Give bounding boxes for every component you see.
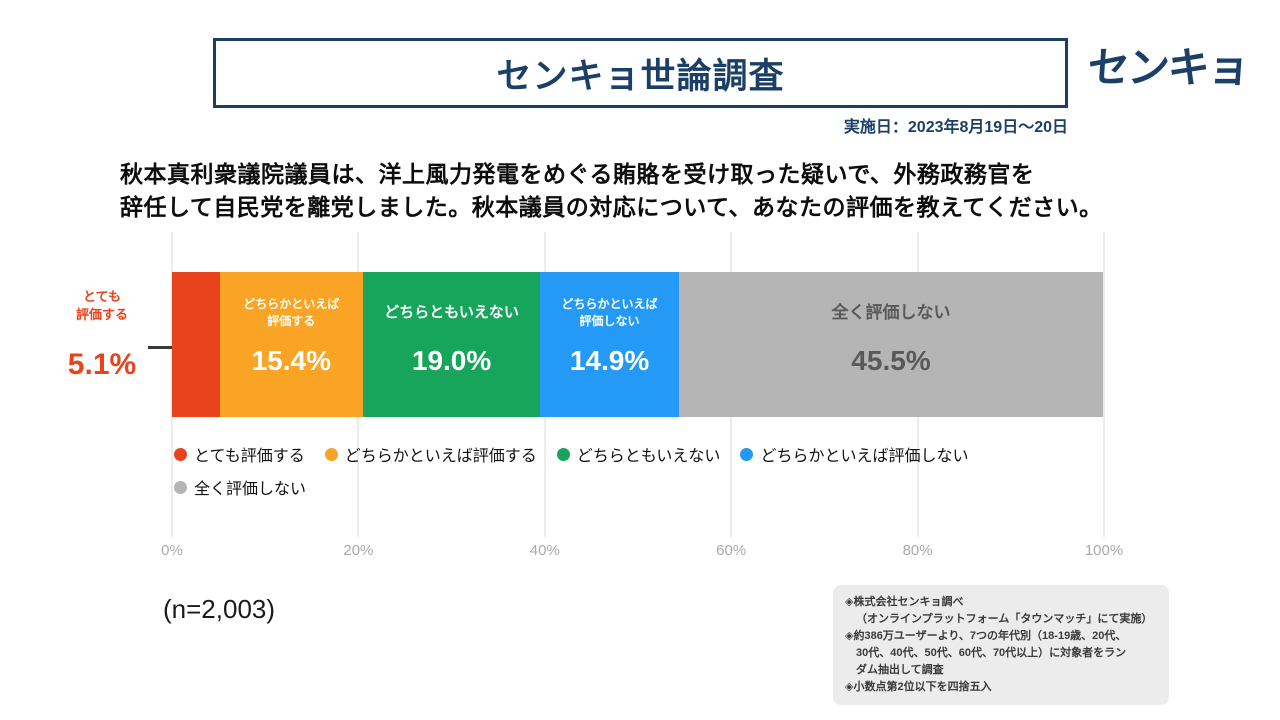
outside-label-name: とても 評価する [75,289,128,323]
page-title: センキョ世論調査 [496,56,785,96]
footnote-line: （オンラインプラットフォーム「タウンマッチ」にて実施） [856,613,1153,626]
legend-dot-green [556,447,570,461]
x-axis: 0% 20% 40% 60% 80% 100% [161,542,1123,562]
sample-size: (n=2,003) [163,594,276,624]
gridline [1103,232,1105,537]
label-connector-line [148,346,172,349]
segment-value: 14.9% [569,345,650,376]
brand-logo: センキョ [1086,44,1250,91]
segment-label: 全く評価しない [831,302,951,322]
bar-segment-not-at-all: 全く評価しない 45.5% [678,272,1104,417]
segment-value: 19.0% [411,345,492,376]
question-line-2: 辞任して自民党を離党しました。秋本議員の対応について、あなたの評価を教えてくださ… [120,193,1103,220]
legend-item-somewhat-disapprove: どちらかといえば評価しない [740,442,968,466]
stacked-bar-chart: どちらかといえば 評価する 15.4% どちらともいえない 19.0% どちらか… [161,232,1123,562]
question-text: 秋本真利衆議院議員は、洋上風力発電をめぐる賄賂を受け取った疑いで、外務政務官を … [120,158,1103,223]
survey-date: 実施日：2023年8月19日〜20日 [843,119,1068,136]
legend-row-2: 全く評価しない [174,475,968,499]
legend-dot-red [174,447,187,461]
question-line-1: 秋本真利衆議院議員は、洋上風力発電をめぐる賄賂を受け取った疑いで、外務政務官を [120,161,1035,187]
x-tick-label: 80% [902,542,933,559]
segment-label: どちらかといえば 評価する [243,296,340,328]
segment-label: どちらともいえない [384,304,519,322]
footnote-line: ◈小数点第2位以下を四捨五入 [845,681,992,694]
legend-item-not-at-all: 全く評価しない [174,475,306,499]
footnote-line: ◈約386万ユーザーより、7つの年代別（18-19歳、20代、 [845,630,1127,643]
x-tick-label: 60% [716,542,747,559]
legend: とても評価する どちらかといえば評価する どちらともいえない どちらかといえば評… [174,442,968,508]
legend-item-somewhat-approve: どちらかといえば評価する [324,442,537,466]
x-tick-label: 40% [529,542,560,559]
bar-segment-very-approve [172,272,220,417]
outside-segment-label-very-approve: とても 評価する 5.1% [52,288,152,382]
bar-segment-somewhat-approve: どちらかといえば 評価する 15.4% [219,272,364,417]
x-tick-label: 100% [1084,542,1124,559]
segment-label: どちらかといえば 評価しない [561,296,658,328]
legend-dot-gray [174,480,187,494]
footnote-line: 30代、40代、50代、60代、70代以上）に対象者をラン [856,647,1127,660]
footnote-line: ◈株式会社センキョ調べ [845,596,964,608]
footnote-box: ◈株式会社センキョ調べ （オンラインプラットフォーム「タウンマッチ」にて実施） … [833,585,1169,706]
footnote-line: ダム抽出して調査 [856,664,944,677]
legend-row-1: とても評価する どちらかといえば評価する どちらともいえない どちらかといえば評… [174,442,968,466]
x-tick-label: 0% [161,542,183,559]
segment-value: 15.4% [251,345,331,376]
x-tick-label: 20% [343,542,374,559]
outside-label-value: 5.1% [67,348,137,382]
stacked-bar: どちらかといえば 評価する 15.4% どちらともいえない 19.0% どちらか… [172,272,1104,417]
legend-item-neither: どちらともいえない [556,442,720,466]
legend-dot-blue [740,447,754,461]
bar-segment-somewhat-disapprove: どちらかといえば 評価しない 14.9% [540,272,679,417]
legend-item-very-approve: とても評価する [174,442,305,466]
segment-value: 45.5% [851,345,931,376]
title-box: センキョ世論調査 [213,38,1068,108]
bar-segment-neither: どちらともいえない 19.0% [363,272,541,417]
legend-dot-orange [324,447,338,461]
